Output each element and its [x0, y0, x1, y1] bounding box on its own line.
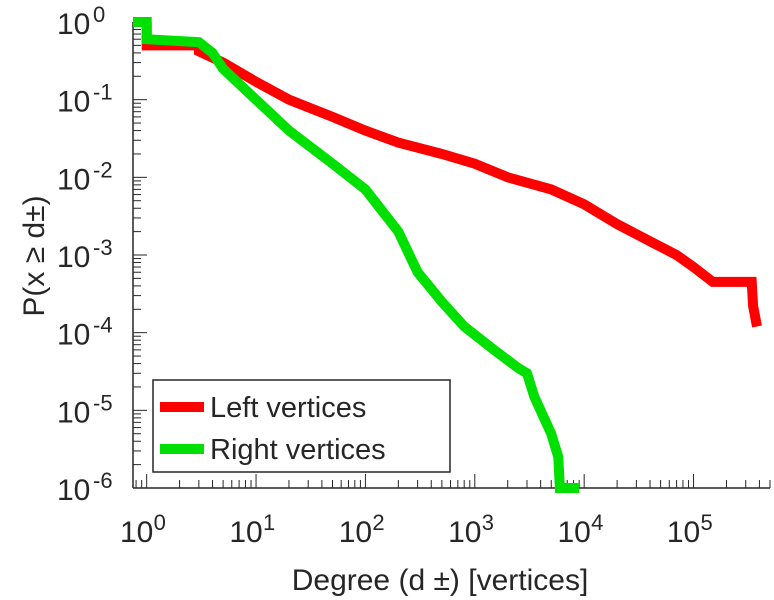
- y-tick-exponent: 0: [93, 2, 105, 27]
- x-tick-label: 10 5: [667, 510, 713, 549]
- series-layer: [133, 17, 762, 493]
- x-tick-exponent: 3: [482, 510, 494, 535]
- legend-box: [152, 379, 451, 473]
- y-tick-base: 10: [57, 8, 90, 41]
- x-tick-base: 10: [339, 516, 372, 549]
- x-tick-label: 10 4: [557, 510, 603, 549]
- x-tick-exponent: 2: [372, 510, 384, 535]
- x-tick-label: 10 1: [229, 510, 275, 549]
- y-tick-label: 10 -6: [57, 468, 113, 507]
- legend-label-right-vertices: Right vertices: [210, 434, 386, 466]
- y-tick-base: 10: [57, 474, 90, 507]
- y-tick-base: 10: [57, 163, 90, 196]
- x-tick-exponent: 4: [591, 510, 603, 535]
- y-tick-exponent: -2: [93, 157, 113, 182]
- y-tick-base: 10: [57, 241, 90, 274]
- y-tick-exponent: -5: [93, 390, 113, 415]
- y-tick-base: 10: [57, 396, 90, 429]
- y-tick-label: 10 -2: [57, 157, 113, 196]
- x-tick-base: 10: [557, 516, 590, 549]
- x-tick-label: 10 0: [120, 510, 166, 549]
- x-tick-base: 10: [448, 516, 481, 549]
- x-tick-exponent: 1: [263, 510, 275, 535]
- y-tick-base: 10: [57, 319, 90, 352]
- x-tick-exponent: 0: [154, 510, 166, 535]
- x-tick-label: 10 2: [339, 510, 385, 549]
- y-tick-label: 10 -1: [57, 80, 113, 119]
- series-line-right-vertices: [133, 17, 580, 493]
- legend-label-left-vertices: Left vertices: [210, 392, 366, 424]
- series-line-left-vertices: [141, 22, 762, 328]
- x-tick-labels: 10 0 10 1 10 2 10 3 10 4 10 5: [120, 510, 713, 549]
- x-axis-label: Degree (d ±) [vertices]: [292, 564, 589, 597]
- y-tick-base: 10: [57, 86, 90, 119]
- y-tick-exponent: -6: [93, 468, 113, 493]
- y-tick-label: 10 -3: [57, 235, 113, 274]
- y-tick-label: 10 0: [57, 2, 105, 41]
- x-tick-base: 10: [120, 516, 153, 549]
- y-tick-label: 10 -4: [57, 313, 113, 352]
- y-tick-exponent: -1: [93, 80, 113, 105]
- legend: Left vertices Right vertices: [152, 379, 451, 473]
- x-tick-base: 10: [229, 516, 262, 549]
- x-tick-label: 10 3: [448, 510, 494, 549]
- x-tick-exponent: 5: [701, 510, 713, 535]
- y-tick-label: 10 -5: [57, 390, 113, 429]
- y-tick-exponent: -3: [93, 235, 113, 260]
- y-axis-label: P(x ≥ d±): [18, 195, 51, 316]
- y-tick-exponent: -4: [93, 313, 113, 338]
- x-tick-base: 10: [667, 516, 700, 549]
